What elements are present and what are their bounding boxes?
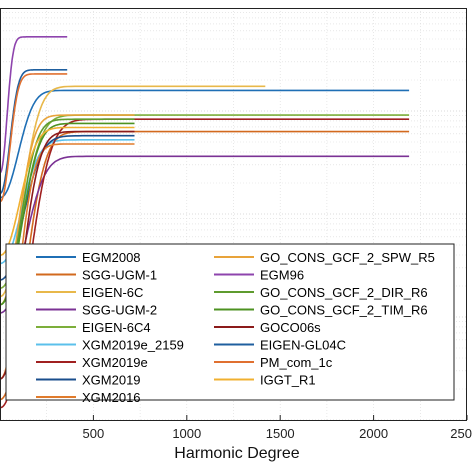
legend-entry: PM_com_1c	[260, 355, 333, 370]
legend-entry: GOCO06s	[260, 320, 321, 335]
series-line	[0, 89, 410, 199]
x-tick-label: 1000	[172, 426, 201, 441]
legend-entry: XGM2019	[82, 373, 141, 388]
legend-entry: EIGEN-GL04C	[260, 338, 346, 353]
series-line	[0, 73, 68, 203]
legend-entry: SGG-UGM-1	[82, 268, 157, 283]
legend-entry: IGGT_R1	[260, 373, 316, 388]
x-tick-label: 250	[450, 426, 472, 441]
x-tick-label: 1500	[266, 426, 295, 441]
x-axis-ticks: 500 1000 1500 2000 250	[83, 415, 472, 441]
legend-entry: EIGEN-6C	[82, 285, 143, 300]
series-line	[0, 36, 68, 174]
x-axis-label: Harmonic Degree	[174, 445, 299, 462]
series-line	[0, 126, 135, 256]
legend-entry: EIGEN-6C4	[82, 320, 151, 335]
x-tick-label: 2000	[359, 426, 388, 441]
legend-entry: SGG-UGM-2	[82, 303, 157, 318]
x-tick-label: 500	[83, 426, 105, 441]
legend-entry: EGM2008	[82, 250, 141, 265]
legend-entry: XGM2016	[82, 390, 141, 405]
legend-entry: GO_CONS_GCF_2_SPW_R5	[260, 250, 435, 265]
plot-frame	[0, 8, 467, 421]
legend: EGM2008 SGG-UGM-1 EIGEN-6C SGG-UGM-2 EIGEN-6…	[5, 243, 455, 405]
legend-box	[5, 243, 455, 401]
legend-entry: GO_CONS_GCF_2_DIR_R6	[260, 285, 428, 300]
legend-entry: EGM96	[260, 268, 304, 283]
legend-entry: XGM2019e	[82, 355, 148, 370]
legend-entry: XGM2019e_2159	[82, 338, 184, 353]
legend-entry: GO_CONS_GCF_2_TIM_R6	[260, 303, 428, 318]
